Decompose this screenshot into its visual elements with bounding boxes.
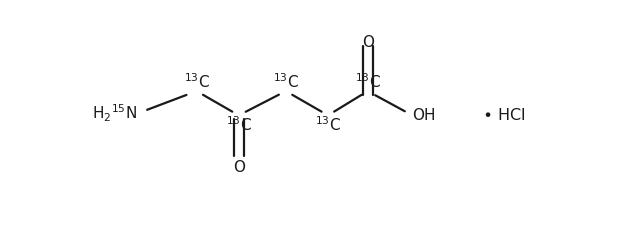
Text: O: O (362, 34, 374, 50)
Text: $^{13}$C: $^{13}$C (226, 115, 252, 134)
Text: $^{13}$C: $^{13}$C (184, 72, 209, 91)
Text: O: O (233, 160, 244, 175)
Text: $\bullet$ HCl: $\bullet$ HCl (482, 107, 525, 123)
Text: H$_2$$^{15}$N: H$_2$$^{15}$N (92, 103, 137, 124)
Text: $^{13}$C: $^{13}$C (315, 115, 341, 134)
Text: OH: OH (412, 108, 436, 123)
Text: $^{13}$C: $^{13}$C (355, 72, 381, 91)
Text: $^{13}$C: $^{13}$C (273, 72, 299, 91)
